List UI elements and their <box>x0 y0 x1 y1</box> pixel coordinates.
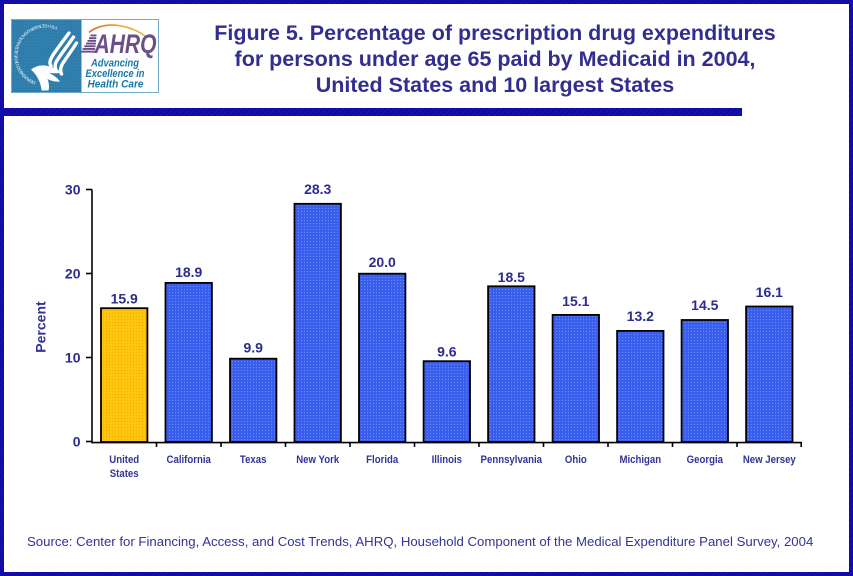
svg-text:13.2: 13.2 <box>627 308 654 324</box>
svg-text:28.3: 28.3 <box>304 181 331 197</box>
svg-text:Illinois: Illinois <box>432 454 463 466</box>
svg-text:0: 0 <box>73 434 81 450</box>
svg-text:Georgia: Georgia <box>687 454 724 466</box>
svg-text:18.5: 18.5 <box>498 269 525 285</box>
svg-text:AHRQ: AHRQ <box>94 29 157 59</box>
svg-text:20: 20 <box>65 266 81 282</box>
svg-text:9.9: 9.9 <box>243 339 263 355</box>
svg-text:30: 30 <box>65 182 81 198</box>
svg-text:Percent: Percent <box>33 301 49 353</box>
svg-text:15.9: 15.9 <box>111 290 138 306</box>
svg-text:Health Care: Health Care <box>88 79 144 91</box>
svg-text:Ohio: Ohio <box>565 454 587 466</box>
svg-text:9.6: 9.6 <box>437 344 457 360</box>
svg-text:18.9: 18.9 <box>175 264 202 280</box>
svg-text:14.5: 14.5 <box>691 297 718 313</box>
svg-text:10: 10 <box>65 350 81 366</box>
svg-text:Texas: Texas <box>240 454 267 466</box>
svg-text:United: United <box>109 454 139 466</box>
svg-text:Advancing: Advancing <box>90 58 139 70</box>
svg-text:Michigan: Michigan <box>619 454 661 466</box>
svg-text:Florida: Florida <box>366 454 398 466</box>
svg-text:States: States <box>110 468 139 480</box>
svg-text:Pennsylvania: Pennsylvania <box>481 454 543 466</box>
svg-text:15.1: 15.1 <box>562 293 589 309</box>
svg-text:New Jersey: New Jersey <box>743 454 796 466</box>
svg-text:Excellence in: Excellence in <box>86 68 145 80</box>
svg-text:California: California <box>167 454 212 466</box>
svg-text:New York: New York <box>296 454 339 466</box>
svg-text:20.0: 20.0 <box>369 254 396 270</box>
svg-text:16.1: 16.1 <box>756 284 783 300</box>
